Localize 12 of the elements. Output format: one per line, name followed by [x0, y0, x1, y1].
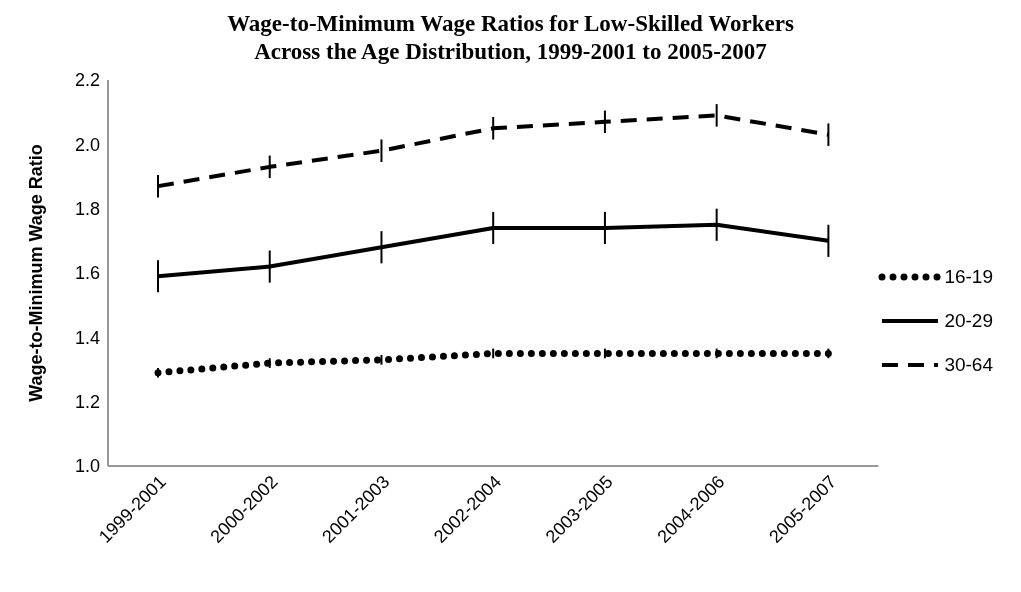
y-axis-title: Wage-to-Minimum Wage Ratio — [26, 144, 47, 402]
legend-label: 20-29 — [944, 310, 993, 332]
y-tick-label: 1.4 — [74, 327, 100, 348]
y-tick-label: 1.0 — [74, 456, 100, 477]
y-tick-label: 1.8 — [74, 199, 100, 220]
y-tick-label: 2.0 — [74, 134, 100, 155]
legend-label: 30-64 — [944, 354, 993, 376]
chart-title: Wage-to-Minimum Wage Ratios for Low-Skilled Workers Across the Age Distribution, 1999-2001 to 2005-2007 — [226, 10, 795, 66]
legend-label: 16-19 — [944, 266, 993, 288]
y-tick-label: 1.6 — [74, 263, 100, 284]
y-tick-label: 2.2 — [74, 70, 100, 91]
y-tick-label: 1.2 — [74, 392, 100, 413]
